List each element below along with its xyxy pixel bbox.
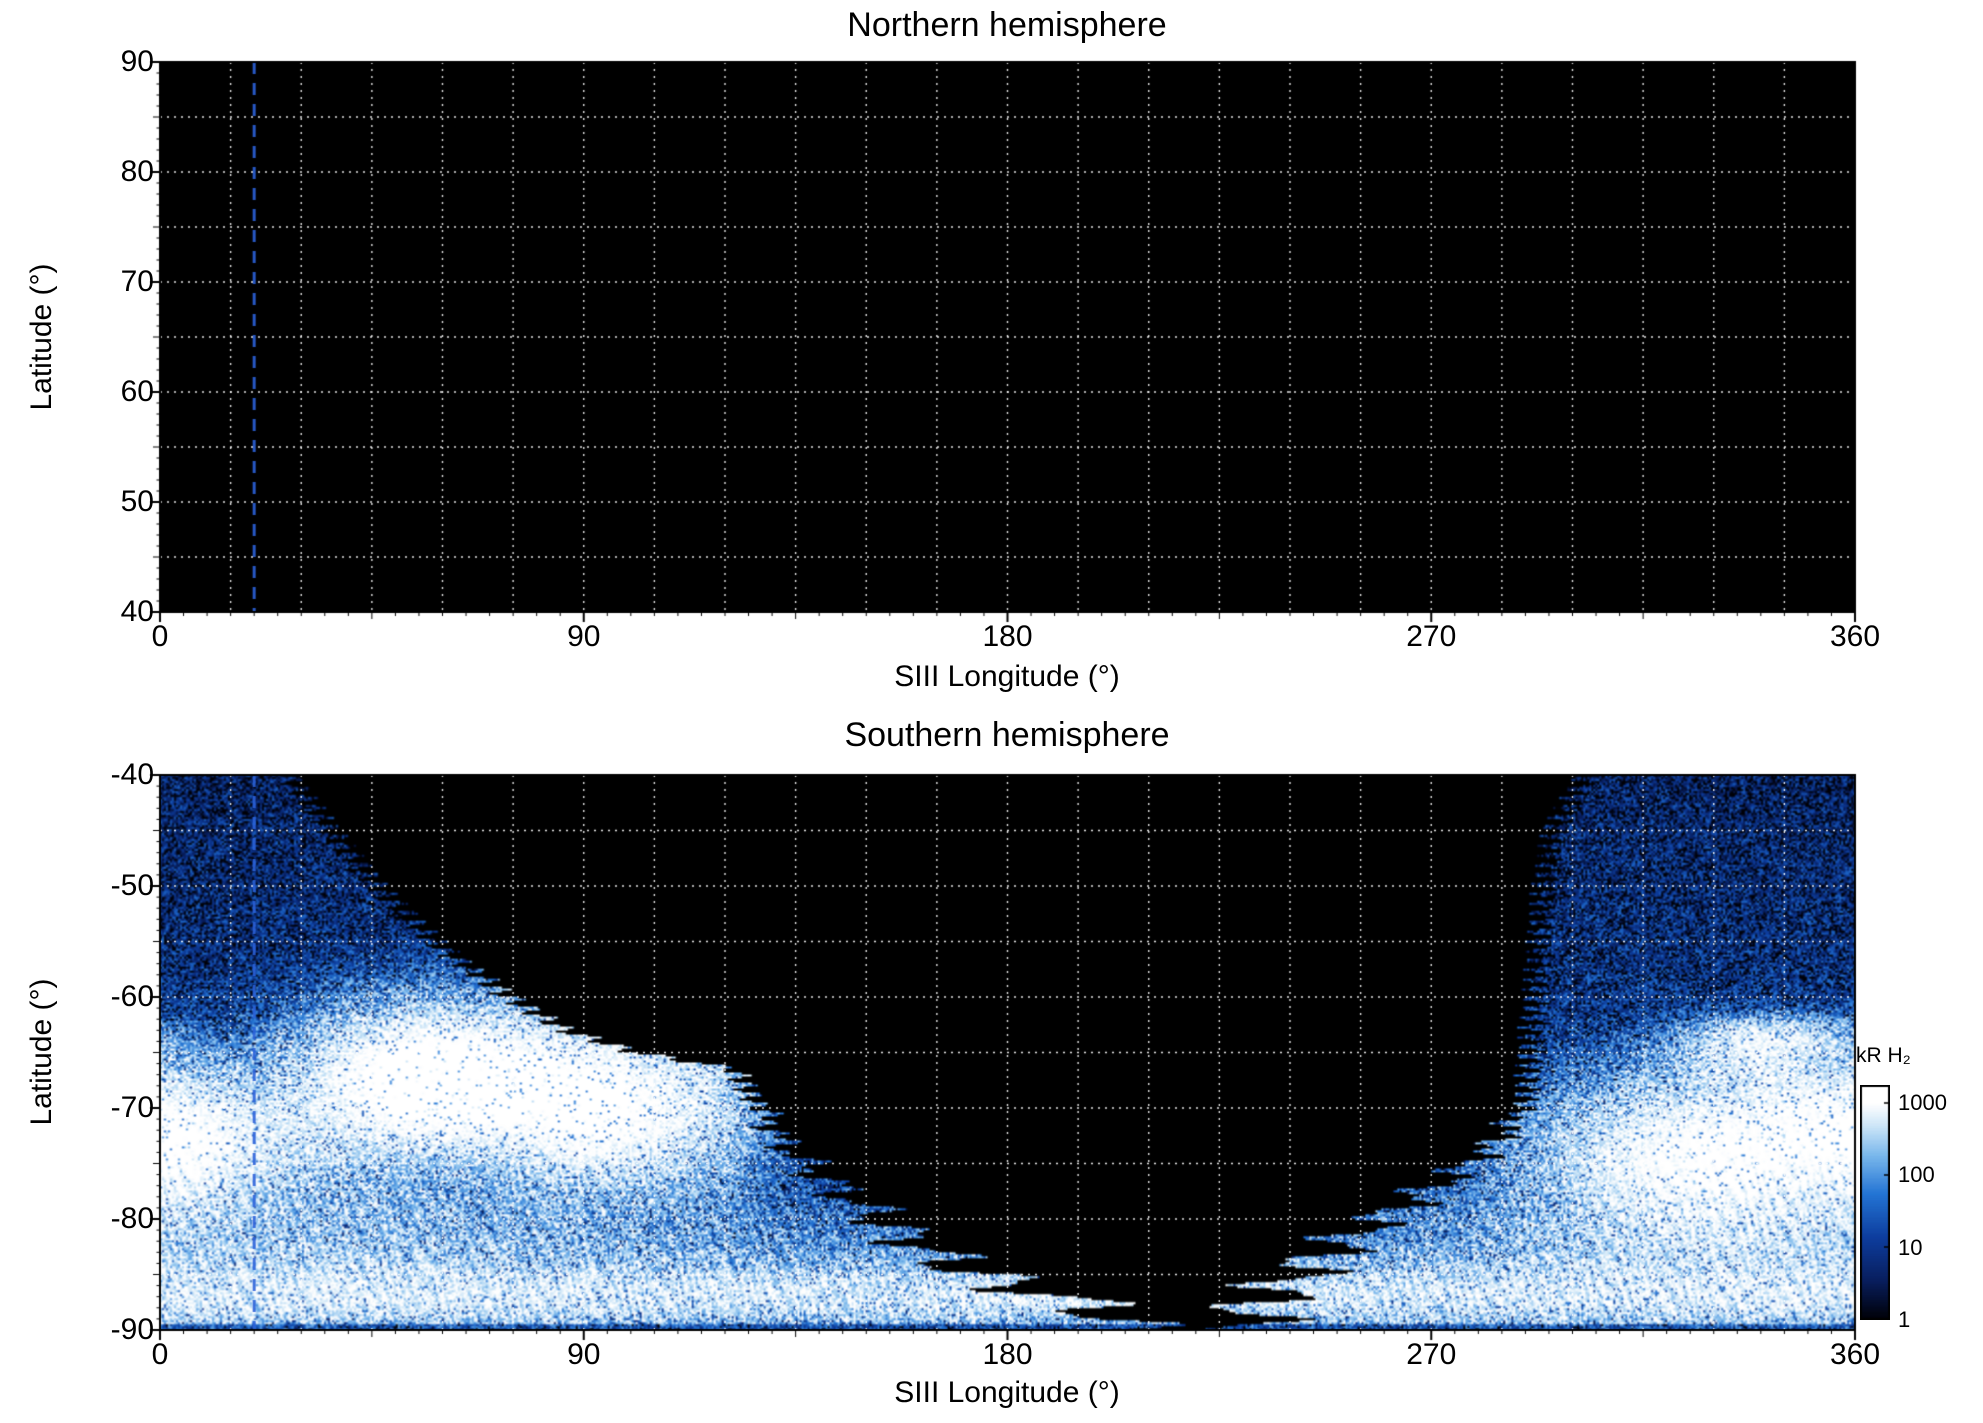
colorbar — [1860, 1085, 1890, 1320]
colorbar-tick-label: 10 — [1898, 1234, 1923, 1260]
colorbar-tick-labels: 1000 100 10 1 — [1898, 1085, 1982, 1332]
y-tick-label: 90 — [120, 45, 154, 78]
colorbar-tick-label: 1000 — [1898, 1090, 1947, 1116]
colorbar-tick-label: 100 — [1898, 1162, 1935, 1188]
y-tick-label: -90 — [110, 1313, 154, 1346]
y-tick-label: 80 — [120, 155, 154, 188]
south-hemisphere-map — [144, 759, 1871, 1346]
north-y-axis-label: Latitude (°) — [25, 263, 58, 411]
north-y-tick-labels: 90 80 70 60 50 40 — [58, 45, 154, 628]
south-y-tick-labels: -40 -50 -60 -70 -80 -90 — [58, 758, 154, 1346]
south-x-tick-labels: 0 90 180 270 360 — [152, 1338, 1880, 1374]
y-tick-label: 60 — [120, 375, 154, 408]
x-tick-label: 180 — [982, 620, 1033, 653]
y-tick-label: -80 — [110, 1202, 154, 1235]
y-tick-label: -60 — [110, 980, 154, 1013]
y-tick-label: 50 — [120, 485, 154, 518]
colorbar-label: kR H₂ — [1856, 1044, 1911, 1067]
x-tick-label: 90 — [567, 1338, 601, 1371]
north-x-tick-labels: 0 90 180 270 360 — [152, 620, 1880, 656]
x-tick-label: 360 — [1829, 1338, 1881, 1371]
x-tick-label: 360 — [1829, 620, 1881, 653]
north-hemisphere-map — [144, 46, 1871, 628]
y-tick-label: 40 — [120, 595, 154, 628]
x-tick-label: 180 — [982, 1338, 1033, 1371]
south-x-axis-label: SIII Longitude (°) — [894, 1376, 1120, 1409]
x-tick-label: 0 — [151, 1338, 169, 1371]
colorbar-tick-label: 1 — [1898, 1307, 1911, 1332]
south-panel-title: Southern hemisphere — [844, 716, 1170, 754]
north-panel-title: Northern hemisphere — [847, 6, 1167, 44]
x-tick-label: 270 — [1406, 1338, 1457, 1371]
y-tick-label: -50 — [110, 869, 154, 902]
y-tick-label: -40 — [110, 758, 154, 791]
y-tick-label: -70 — [110, 1091, 154, 1124]
y-tick-label: 70 — [120, 265, 154, 298]
south-y-axis-label: Latitude (°) — [25, 978, 58, 1126]
x-tick-label: 90 — [567, 620, 601, 653]
x-tick-label: 270 — [1406, 620, 1457, 653]
north-x-axis-label: SIII Longitude (°) — [894, 660, 1120, 693]
x-tick-label: 0 — [151, 620, 169, 653]
